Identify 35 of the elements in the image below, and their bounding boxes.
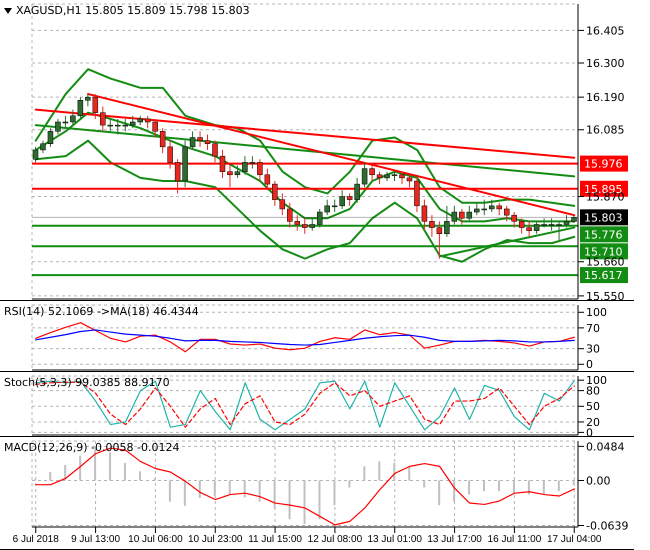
chart-title: XAGUSD,H1 15.805 15.809 15.798 15.803	[16, 4, 250, 17]
y-tick-label: 100	[586, 374, 607, 388]
y-tick-label: 50	[586, 400, 600, 414]
x-tick-label: 11 Jul 15:00	[248, 534, 302, 546]
x-tick-label: 13 Jul 17:00	[427, 534, 482, 546]
x-tick-label: 16 Jul 11:00	[488, 534, 542, 546]
ref-line-label: 15.617	[584, 269, 622, 282]
ref-line-label: 15.803	[584, 211, 622, 224]
y-tick-label: 16.085	[586, 124, 624, 137]
x-tick-label: 6 Jul 2018	[12, 534, 60, 546]
y-tick-label: 0	[586, 358, 593, 372]
y-tick-label: 0.0484	[586, 440, 624, 454]
x-tick-label: 13 Jul 01:00	[368, 534, 422, 546]
x-tick-label: 17 Jul 04:00	[547, 534, 602, 546]
x-tick-label: 12 Jul 08:00	[308, 534, 363, 546]
y-tick-label: -0.0639	[586, 519, 628, 532]
ref-line-label: 15.976	[584, 158, 622, 171]
y-tick-label: 16.190	[586, 91, 624, 104]
ref-line-label: 15.710	[584, 245, 622, 258]
ref-line-label: 15.776	[584, 228, 622, 242]
y-tick-label: 16.300	[586, 56, 624, 70]
y-tick-label: 30	[586, 342, 600, 356]
y-tick-label: 15.660	[586, 256, 624, 269]
chart-title: RSI(14) 52.1069 ->MA(18) 46.4344	[4, 305, 199, 318]
chart-title: MACD(12,26,9) -0.0058 -0.0124	[4, 441, 180, 454]
y-tick-label: 0.00	[586, 474, 610, 488]
x-tick-label: 9 Jul 13:00	[71, 534, 120, 546]
y-tick-label: 20	[586, 416, 600, 429]
y-tick-label: 16.405	[586, 24, 624, 38]
x-tick-label: 10 Jul 23:00	[188, 534, 243, 546]
y-tick-label: 80	[586, 384, 600, 398]
y-tick-label: 100	[586, 306, 607, 320]
y-tick-label: 70	[586, 322, 600, 335]
y-tick-label: 15.550	[586, 290, 624, 303]
x-tick-label: 10 Jul 06:00	[128, 534, 184, 546]
